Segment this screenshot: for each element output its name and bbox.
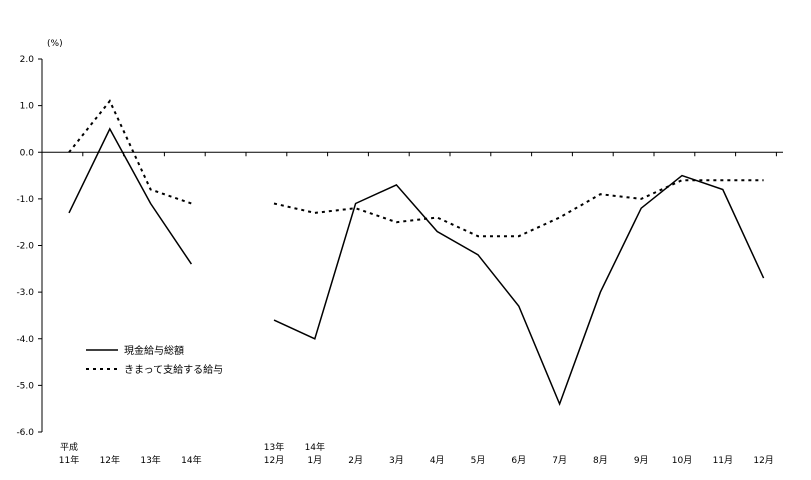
series-lines [68,99,765,407]
x-tick-label: 11年 [59,454,79,466]
y-tick-label: -5.0 [16,381,34,391]
x-tick-label-top: 平成 [60,441,78,453]
y-tick-label: 0.0 [20,148,35,158]
x-tick-label: 1月 [307,455,322,466]
x-tick-label: 12年 [100,454,120,466]
x-tick-label: 9月 [634,455,649,466]
x-tick-label: 13年 [140,454,160,466]
x-tick-label: 12月 [753,455,773,466]
x-tick-label: 11月 [713,455,733,466]
series-line-total-cash-earnings [273,174,765,407]
y-axis-ticks: 2.0 1.0 0.0 -1.0 -2.0 -3.0 -4.0 -5.0 -6.0 [16,55,42,438]
x-tick-label: 3月 [389,455,404,466]
unit-label: (%) [47,39,63,49]
series-line-total-cash-earnings [68,127,193,265]
x-tick-label: 10月 [672,455,692,466]
x-tick-label: 12月 [264,455,284,466]
y-tick-label: 1.0 [20,102,35,112]
y-tick-label: -1.0 [16,195,34,205]
x-tick-label-top: 13年 [264,441,284,453]
axes [41,59,783,432]
legend-label: きまって支給する給与 [124,363,223,376]
y-tick-label: -6.0 [16,428,34,438]
x-tick-label: 5月 [471,455,486,466]
x-tick-label: 14年 [181,454,201,466]
x-tick-label: 8月 [593,455,608,466]
x-tick-label: 6月 [511,455,526,466]
y-tick-label: -3.0 [16,288,34,298]
x-tick-label-top: 14年 [305,441,325,453]
y-tick-label: -2.0 [16,242,34,252]
x-tick-label: 7月 [552,455,567,466]
series-line-contractual-earnings [273,179,764,238]
x-tick-label: 2月 [348,455,363,466]
y-tick-label: -4.0 [16,335,34,345]
y-tick-label: 2.0 [20,55,35,65]
series-line-contractual-earnings [68,99,192,205]
legend-label: 現金給与総額 [124,344,184,357]
x-tick-label: 4月 [430,455,445,466]
